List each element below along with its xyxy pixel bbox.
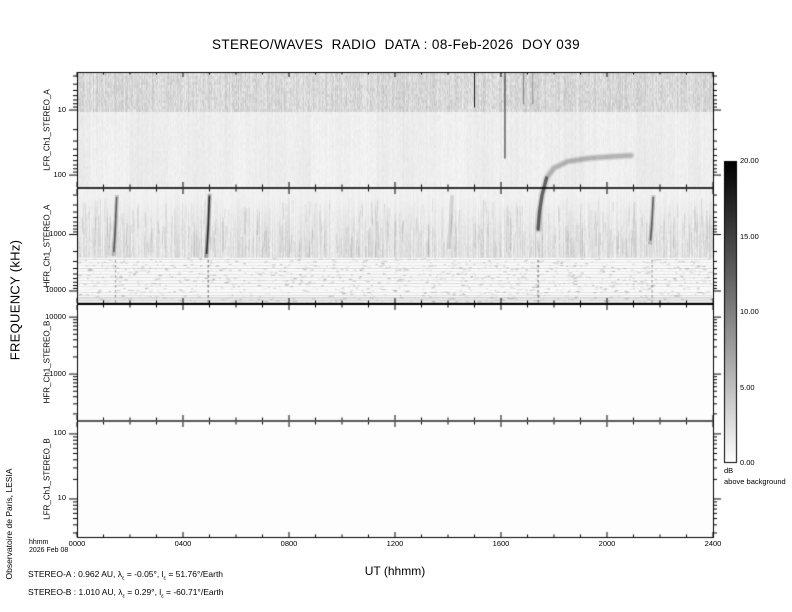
x-tick-label: 0000 (68, 539, 86, 548)
y-axis-label: FREQUENCY (kHz) (7, 239, 23, 361)
y-tick-label: 10000 (45, 311, 66, 321)
colorbar-tick-label: 15.00 (740, 231, 759, 241)
panel-label-hfr-a: HFR_Ch1_STEREO_A (42, 204, 52, 288)
text-segment: = 51.76°/Earth (166, 569, 224, 579)
panel-label-lfr-b: LFR_Ch1_STEREO_B (42, 438, 52, 520)
colorbar-tick-label: 20.00 (740, 156, 759, 165)
text-segment: = -0.05°, l (124, 569, 164, 579)
colorbar-tick-label: 5.00 (740, 382, 755, 392)
x-tick-label: 0400 (174, 539, 192, 548)
y-tick-label: 100 (53, 169, 66, 179)
subscript: ε (122, 593, 125, 600)
colorbar-caption: above background (724, 477, 786, 486)
y-tick-label: 1000 (49, 368, 66, 378)
x-axis-label: UT (hhmm) (364, 564, 426, 578)
subscript: ε (122, 575, 125, 582)
subscript: ε (161, 593, 164, 600)
time-format-note: hhmm (29, 539, 49, 546)
stereo-b-ephemeris: STEREO-B : 1.010 AU, λε = 0.29°, lε = -6… (28, 587, 224, 600)
stereo-a-ephemeris: STEREO-A : 0.962 AU, λε = -0.05°, lε = 5… (28, 569, 223, 582)
y-tick-label: 1000 (49, 229, 66, 239)
page-title: STEREO/WAVES RADIO DATA : 08-Feb-2026 DO… (211, 37, 581, 52)
x-tick-label: 2400 (704, 539, 722, 548)
text-segment: STEREO-B : 1.010 AU, λ (28, 587, 123, 597)
y-tick-label: 10 (57, 104, 66, 114)
x-tick-label: 1600 (492, 539, 510, 548)
x-tick-label: 1200 (386, 539, 404, 548)
text-segment: = -60.71°/Earth (163, 587, 224, 597)
colorbar-tick-label: 0.00 (740, 458, 755, 467)
text-segment: = 0.29°, l (124, 587, 162, 597)
x-tick-label: 2000 (598, 539, 616, 548)
colorbar-unit: dB (724, 466, 734, 475)
subscript: ε (163, 575, 166, 582)
date-note: 2026 Feb 08 (29, 547, 69, 554)
panel-label-hfr-b: HFR_Ch1_STEREO_B (42, 320, 52, 404)
colorbar-tick-label: 10.00 (740, 307, 759, 316)
text-segment: STEREO-A : 0.962 AU, λ (28, 569, 123, 579)
y-tick-label: 10 (57, 493, 66, 503)
panel-label-lfr-a: LFR_Ch1_STEREO_A (42, 89, 52, 171)
x-tick-label: 0800 (280, 539, 298, 548)
credit: Observatoire de Paris, LESIA (4, 468, 14, 580)
y-tick-label: 100 (53, 428, 66, 438)
y-tick-label: 10000 (45, 285, 66, 295)
